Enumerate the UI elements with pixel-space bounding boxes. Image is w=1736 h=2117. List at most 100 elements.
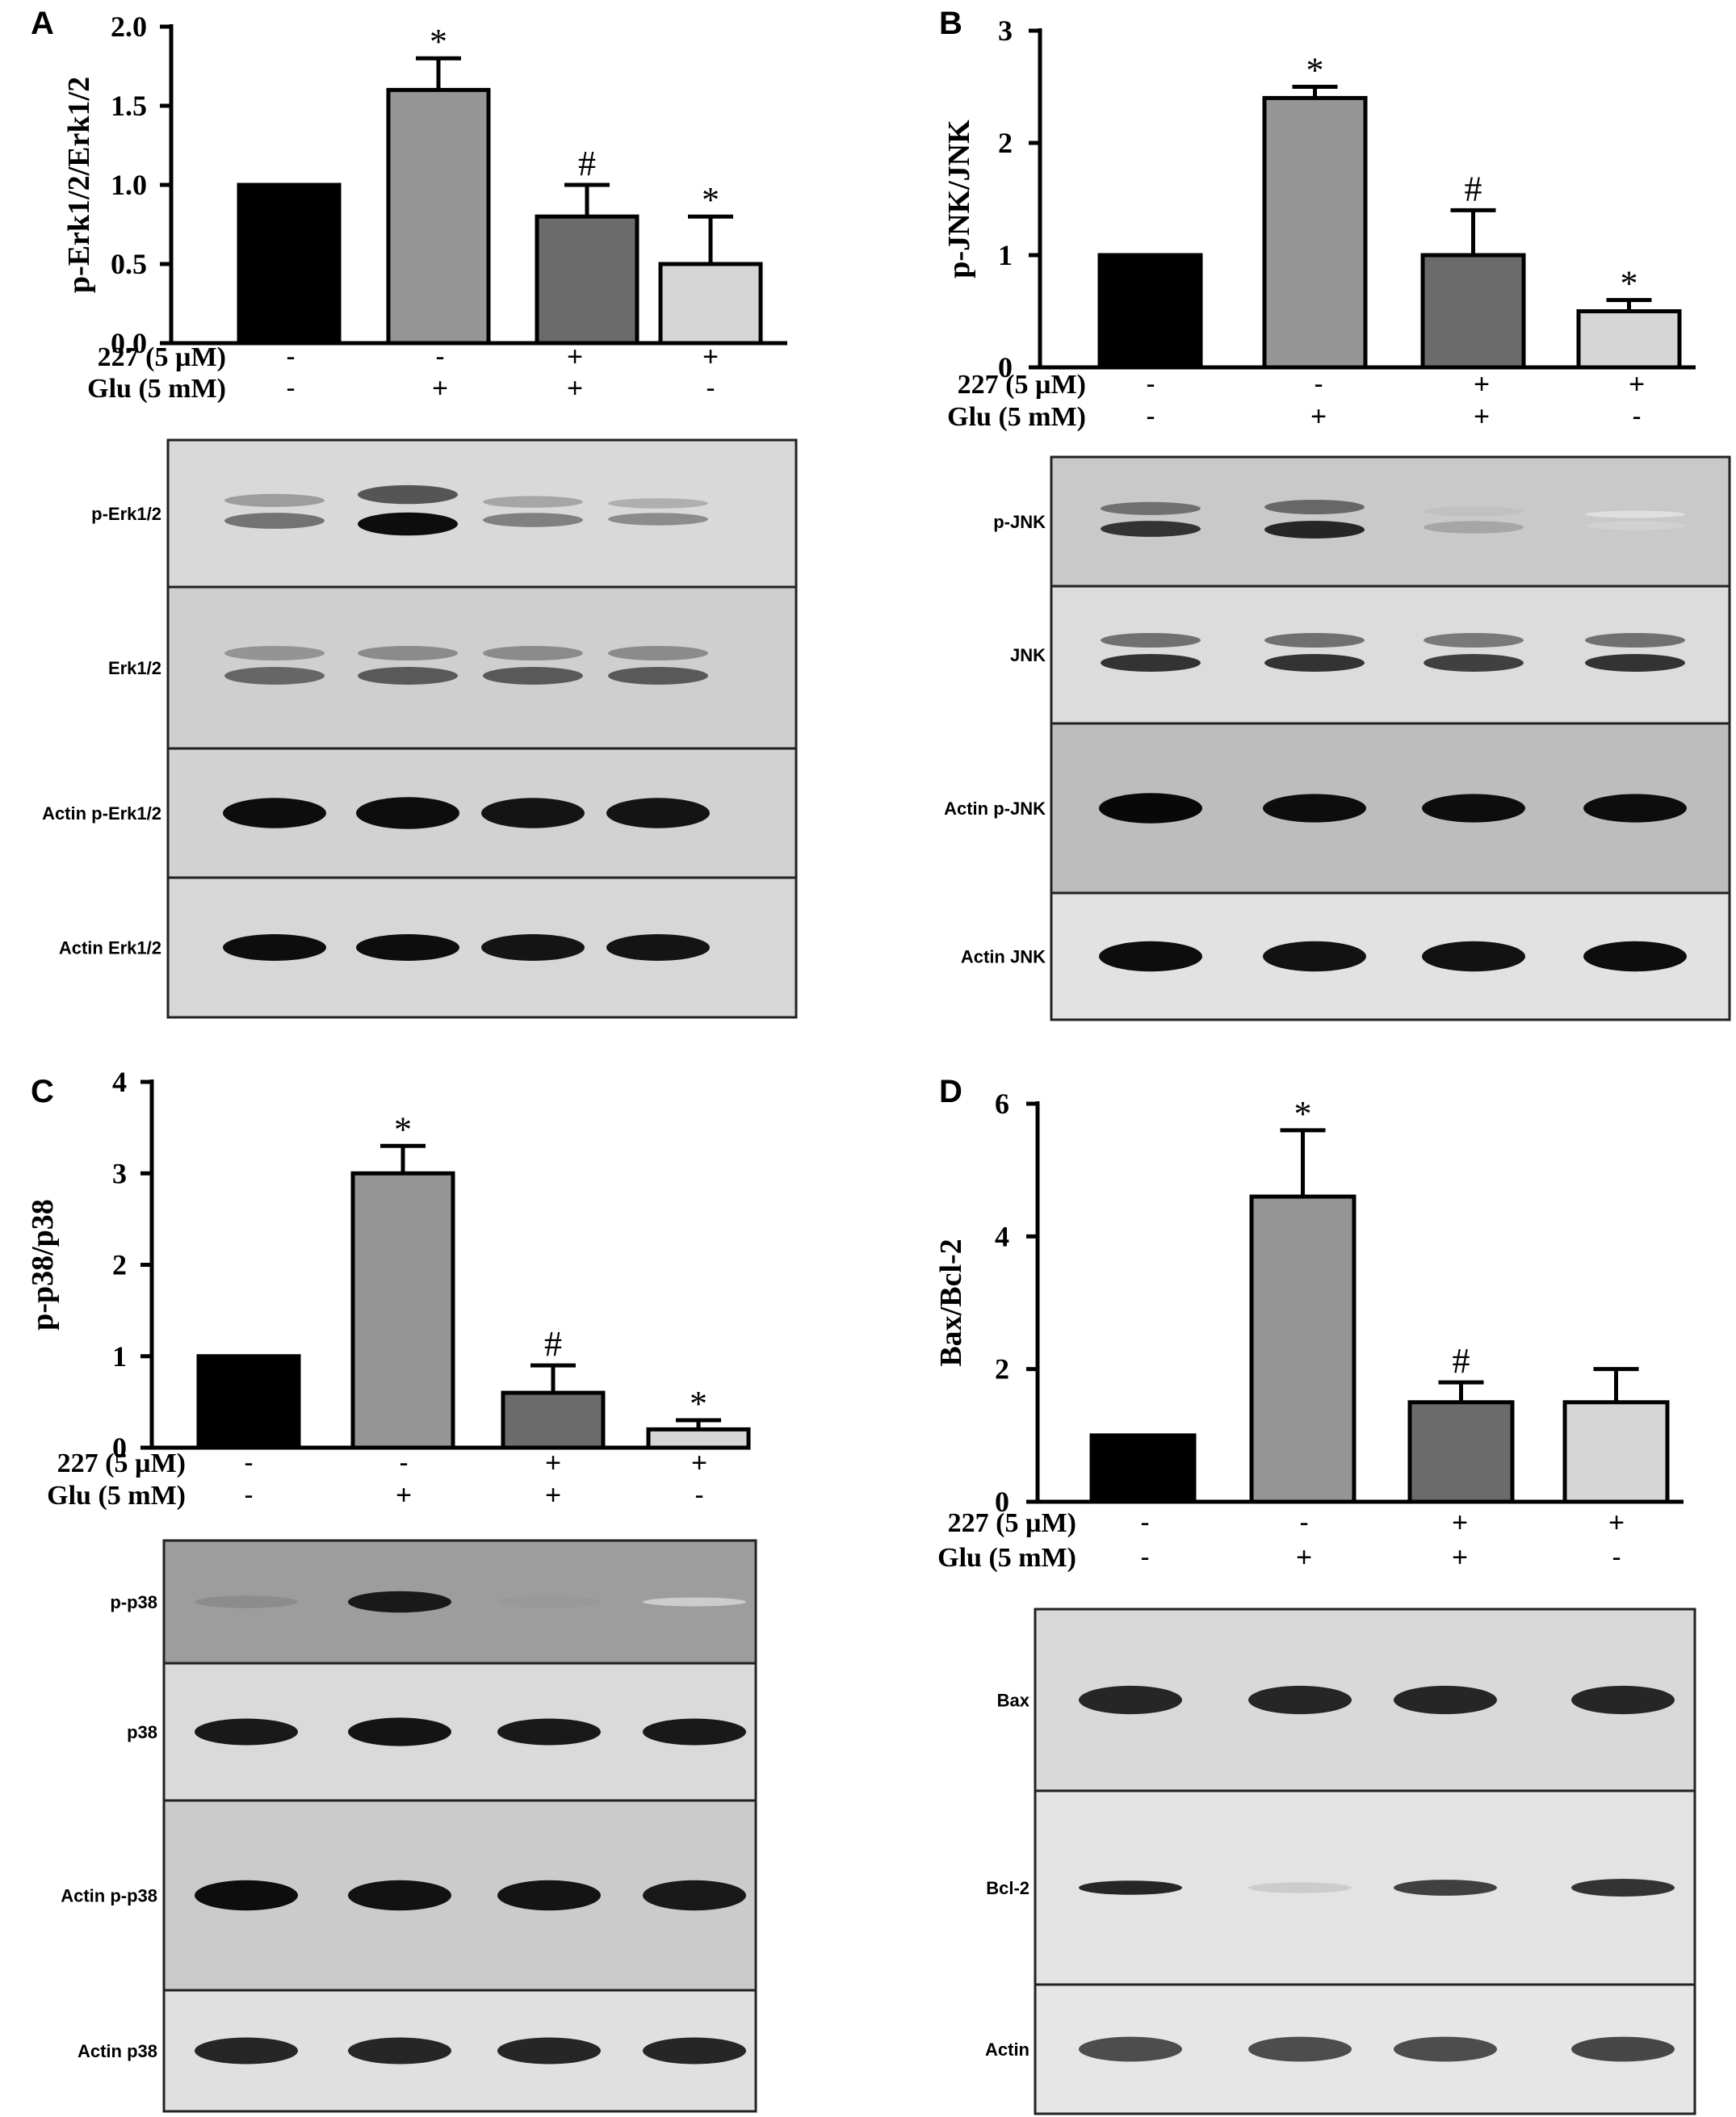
condition-sign: +	[1608, 1507, 1625, 1538]
condition-sign: +	[1629, 369, 1645, 400]
blot-label: p-Erk1/2	[91, 504, 161, 524]
blot-band	[608, 498, 708, 509]
panel-letter-C: C	[31, 1074, 54, 1109]
blot-b-pjnk: p-JNK	[993, 455, 1731, 588]
blot-band	[224, 493, 325, 507]
y-axis-label: Bax/Bcl-2	[934, 1239, 968, 1366]
condition-label: Glu (5 mM)	[937, 1543, 1076, 1573]
condition-label: Glu (5 mM)	[47, 1481, 186, 1511]
blot-band	[195, 1595, 298, 1608]
condition-sign: -	[435, 342, 444, 372]
y-tick-label: 6	[995, 1088, 1009, 1120]
blot-band	[1099, 793, 1202, 824]
blot-band	[483, 496, 583, 508]
blot-c-actin1: Actin p-p38	[61, 1799, 757, 1992]
condition-sign: -	[694, 1480, 703, 1511]
significance-mark-2: *	[430, 22, 447, 61]
condition-sign: +	[1310, 401, 1327, 432]
blot-band	[606, 934, 710, 961]
blot-band	[223, 798, 326, 828]
significance-mark-3: #	[1465, 169, 1482, 208]
blot-band	[224, 646, 325, 660]
bar-2	[1249, 1194, 1357, 1504]
blot-band	[1101, 521, 1201, 537]
blot-band	[1394, 1880, 1497, 1896]
blot-band	[1079, 2036, 1182, 2062]
blot-b-actin1: Actin p-JNK	[944, 722, 1731, 895]
y-tick-label: 0	[998, 351, 1013, 384]
blot-band	[195, 2037, 298, 2065]
y-axis-label: p-JNK/JNK	[942, 119, 976, 279]
bar-3	[1407, 1400, 1515, 1504]
panel-letter-B: B	[939, 6, 962, 41]
bar-2	[386, 87, 491, 346]
significance-mark-2: *	[1294, 1094, 1312, 1134]
condition-label: 227 (5 µM)	[98, 342, 226, 372]
blot-b-jnk: JNK	[1010, 585, 1731, 725]
bar-3	[535, 214, 639, 346]
bar-4	[658, 262, 763, 346]
blot-band	[497, 1718, 601, 1746]
blot-band	[348, 1717, 451, 1746]
blot-band	[483, 667, 583, 685]
blot-b-actin2: Actin JNK	[961, 891, 1731, 1021]
blot-label: Bax	[997, 1691, 1030, 1711]
bar-1	[237, 182, 342, 346]
condition-sign: -	[706, 373, 715, 404]
bar-1	[1089, 1433, 1197, 1504]
blot-band	[348, 1591, 451, 1613]
y-tick-label: 1.5	[111, 90, 147, 122]
y-tick-label: 0.5	[111, 248, 147, 280]
blot-band	[1264, 500, 1365, 514]
blot-band	[224, 513, 325, 529]
blot-band	[1248, 1685, 1352, 1715]
blot-band	[356, 797, 459, 829]
significance-mark-4: *	[702, 180, 719, 220]
y-tick-label: 2	[998, 127, 1013, 159]
blot-band	[1248, 2036, 1352, 2062]
condition-sign: -	[1146, 369, 1155, 400]
blot-band	[356, 934, 459, 961]
bar-4	[1576, 309, 1682, 370]
blot-a-actin2: Actin Erk1/2	[59, 876, 798, 1019]
significance-mark-2: *	[394, 1109, 412, 1149]
blot-band	[1583, 794, 1687, 823]
blot-a-perk: p-Erk1/2	[91, 438, 798, 589]
condition-sign: +	[567, 342, 583, 372]
blot-band	[643, 2037, 746, 2065]
blot-d-bcl2: Bcl-2	[986, 1789, 1696, 1986]
blot-label: Bcl-2	[986, 1878, 1029, 1898]
bar-1	[196, 1354, 301, 1450]
condition-sign: +	[1452, 1507, 1468, 1538]
condition-sign: +	[545, 1480, 561, 1511]
condition-sign: +	[432, 373, 448, 404]
blot-band	[195, 1880, 298, 1911]
blot-d-bax: Bax	[997, 1608, 1696, 1792]
blot-band	[1424, 521, 1524, 534]
y-tick-label: 1	[998, 239, 1013, 271]
blot-band	[643, 1718, 746, 1746]
blot-band	[481, 798, 585, 828]
blot-band	[1571, 1879, 1675, 1897]
y-axis-label: p-p38/p38	[26, 1199, 60, 1331]
condition-label: Glu (5 mM)	[87, 374, 226, 404]
condition-label: Glu (5 mM)	[947, 402, 1086, 432]
blot-band	[1099, 941, 1202, 972]
significance-mark-4: *	[1621, 264, 1638, 304]
y-tick-label: 1	[112, 1340, 127, 1373]
y-tick-label: 4	[995, 1220, 1009, 1252]
blot-band	[643, 1597, 746, 1607]
blot-band	[1422, 941, 1525, 972]
blot-band	[348, 2037, 451, 2065]
significance-mark-2: *	[1306, 51, 1324, 90]
blot-band	[1585, 654, 1685, 672]
blot-label: Erk1/2	[108, 658, 161, 678]
blot-band	[1394, 1685, 1497, 1715]
panel-D: D 0 2 4 6 Bax/Bcl-2 * #227 (5 µM) - - + + Glu (5 mM)…	[934, 1074, 1696, 2115]
blot-c-actin2: Actin p38	[78, 1989, 757, 2113]
condition-label: 227 (5 µM)	[57, 1448, 186, 1478]
blot-band	[358, 512, 458, 536]
bar-4	[646, 1427, 751, 1450]
condition-sign: -	[1632, 401, 1641, 432]
